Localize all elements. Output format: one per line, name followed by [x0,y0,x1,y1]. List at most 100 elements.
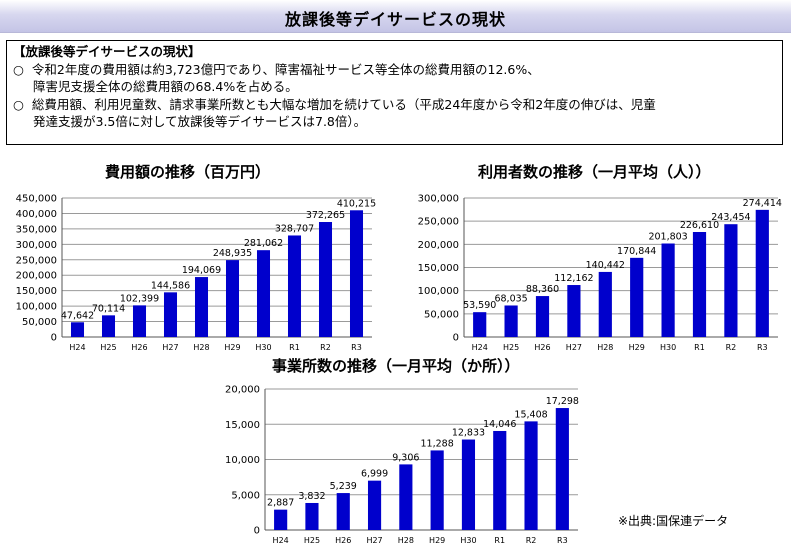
data-label: 201,803 [648,231,687,242]
bar [305,502,319,530]
bar [194,277,209,337]
bar [274,509,288,530]
bar [256,250,271,337]
data-label: 248,935 [213,248,252,259]
bar [70,322,85,337]
data-label: 88,360 [526,284,559,295]
bar [367,480,382,530]
y-tick-label: 250,000 [418,217,459,228]
summary-box: 【放課後等デイサービスの現状】 ○ 令和2年度の費用額は約3,723億円であり、… [6,40,783,145]
data-label: 9,306 [392,452,419,463]
y-tick-label: 150,000 [418,263,459,274]
data-label: 226,610 [680,220,719,231]
y-tick-label: 15,000 [225,420,260,431]
bar [755,209,769,337]
bullet-circle: ○ [13,96,24,112]
x-tick-label: H30 [460,536,476,545]
x-tick-label: H24 [273,536,289,545]
x-tick-label: H28 [193,343,209,352]
data-label: 243,454 [711,212,750,223]
y-tick-label: 10,000 [225,455,260,466]
bar [524,421,538,530]
bar [661,243,675,337]
y-tick-label: 400,000 [16,209,57,220]
data-label: 144,586 [151,280,190,291]
y-tick-label: 50,000 [424,309,459,320]
x-tick-label: R1 [289,343,300,352]
bar [399,464,413,530]
x-tick-label: H25 [304,536,320,545]
data-label: 281,062 [244,238,283,249]
y-tick-label: 200,000 [16,271,57,282]
x-tick-label: R2 [526,536,537,545]
x-tick-label: H24 [69,343,85,352]
bar [535,296,550,337]
bar [132,305,147,337]
bar [101,315,116,337]
data-label: 47,642 [61,310,94,321]
data-label: 102,399 [120,293,159,304]
bar [163,292,178,337]
x-tick-label: H30 [255,343,271,352]
x-tick-label: H28 [398,536,414,545]
summary-item: ○ 令和2年度の費用額は約3,723億円であり、障害福祉サービス等全体の総費用額… [13,61,776,79]
data-label: 70,114 [92,303,125,314]
chart-title-cost: 費用額の推移（百万円） [105,163,271,181]
y-tick-label: 300,000 [418,194,459,205]
x-tick-label: R2 [726,343,737,352]
bar [724,224,738,337]
data-label: 3,832 [298,491,325,502]
y-tick-label: 300,000 [16,240,57,251]
y-tick-label: 5,000 [231,490,260,501]
x-tick-label: R3 [557,536,568,545]
y-tick-label: 100,000 [16,302,57,313]
data-label: 53,590 [463,300,496,311]
data-label: 140,442 [586,260,625,271]
summary-line: 総費用額、利用児童数、請求事業所数とも大幅な増加を続けている（平成24年度から令… [31,96,656,112]
summary-heading: 【放課後等デイサービスの現状】 [13,44,201,59]
bar [336,493,350,530]
x-tick-label: H29 [224,343,240,352]
bar [225,260,240,337]
y-tick-label: 100,000 [418,286,459,297]
x-tick-label: H26 [131,343,147,352]
data-label: 194,069 [182,265,221,276]
data-label: 12,833 [452,428,485,439]
y-tick-label: 0 [51,333,57,344]
bar [692,232,707,337]
source-note: ※出典:国保連データ [618,514,729,528]
x-tick-label: H27 [366,536,382,545]
x-tick-label: H30 [660,343,676,352]
data-label: 372,265 [306,210,345,221]
x-tick-label: H29 [429,536,445,545]
y-tick-label: 250,000 [16,255,57,266]
data-label: 2,887 [267,498,294,509]
x-tick-label: H28 [597,343,613,352]
summary-line: 令和2年度の費用額は約3,723億円であり、障害福祉サービス等全体の総費用額の1… [31,61,540,77]
bar [630,257,644,337]
bar [598,271,612,337]
x-tick-label: H27 [162,343,178,352]
data-label: 6,999 [361,469,388,480]
x-tick-label: H26 [534,343,550,352]
bar [318,222,333,337]
y-tick-label: 0 [254,526,260,537]
bar [473,312,487,337]
data-label: 328,707 [275,223,314,234]
x-tick-label: H27 [566,343,582,352]
y-tick-label: 450,000 [16,194,57,205]
y-tick-label: 50,000 [22,317,57,328]
data-label: 68,035 [494,293,527,304]
x-tick-label: R1 [494,536,505,545]
bar [287,235,302,337]
data-label: 170,844 [617,246,656,257]
y-tick-label: 200,000 [418,240,459,251]
summary-item: ○ 総費用額、利用児童数、請求事業所数とも大幅な増加を続けている（平成24年度か… [13,96,776,114]
bar [430,450,444,530]
data-label: 274,414 [743,198,782,209]
data-label: 5,239 [330,481,357,492]
bar [567,285,581,337]
